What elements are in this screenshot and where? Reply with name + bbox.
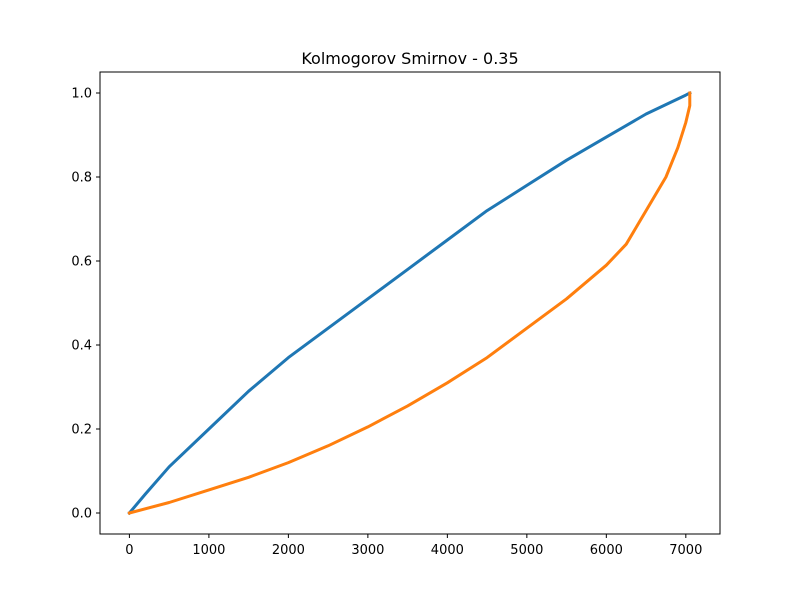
series-line-1 bbox=[127, 90, 692, 516]
y-tick-label: 1.0 bbox=[71, 87, 92, 102]
y-tick-label: 0.4 bbox=[71, 339, 92, 354]
y-tick-label: 0.0 bbox=[71, 507, 92, 522]
plot-area bbox=[100, 72, 720, 534]
x-tick-label: 2000 bbox=[272, 543, 305, 558]
y-tick-label: 0.8 bbox=[71, 171, 92, 186]
x-tick-label: 3000 bbox=[351, 543, 384, 558]
x-tick-label: 4000 bbox=[431, 543, 464, 558]
x-tick-label: 7000 bbox=[669, 543, 702, 558]
series-line-2 bbox=[127, 91, 692, 515]
axes-frame bbox=[99, 71, 721, 535]
x-tick-label: 1000 bbox=[192, 543, 225, 558]
chart-title: Kolmogorov Smirnov - 0.35 bbox=[301, 49, 518, 68]
x-tick-label: 5000 bbox=[510, 543, 543, 558]
y-tick-label: 0.6 bbox=[71, 255, 92, 270]
x-tick-label: 0 bbox=[125, 543, 133, 558]
plot-layer bbox=[100, 72, 720, 534]
axes-layer: 0 1000 2000 3000 4000 5000 6000 7000 0.0 0.2 0.4 0.… bbox=[71, 71, 721, 558]
y-tick-label: 0.2 bbox=[71, 423, 92, 438]
x-tick-label: 6000 bbox=[590, 543, 623, 558]
